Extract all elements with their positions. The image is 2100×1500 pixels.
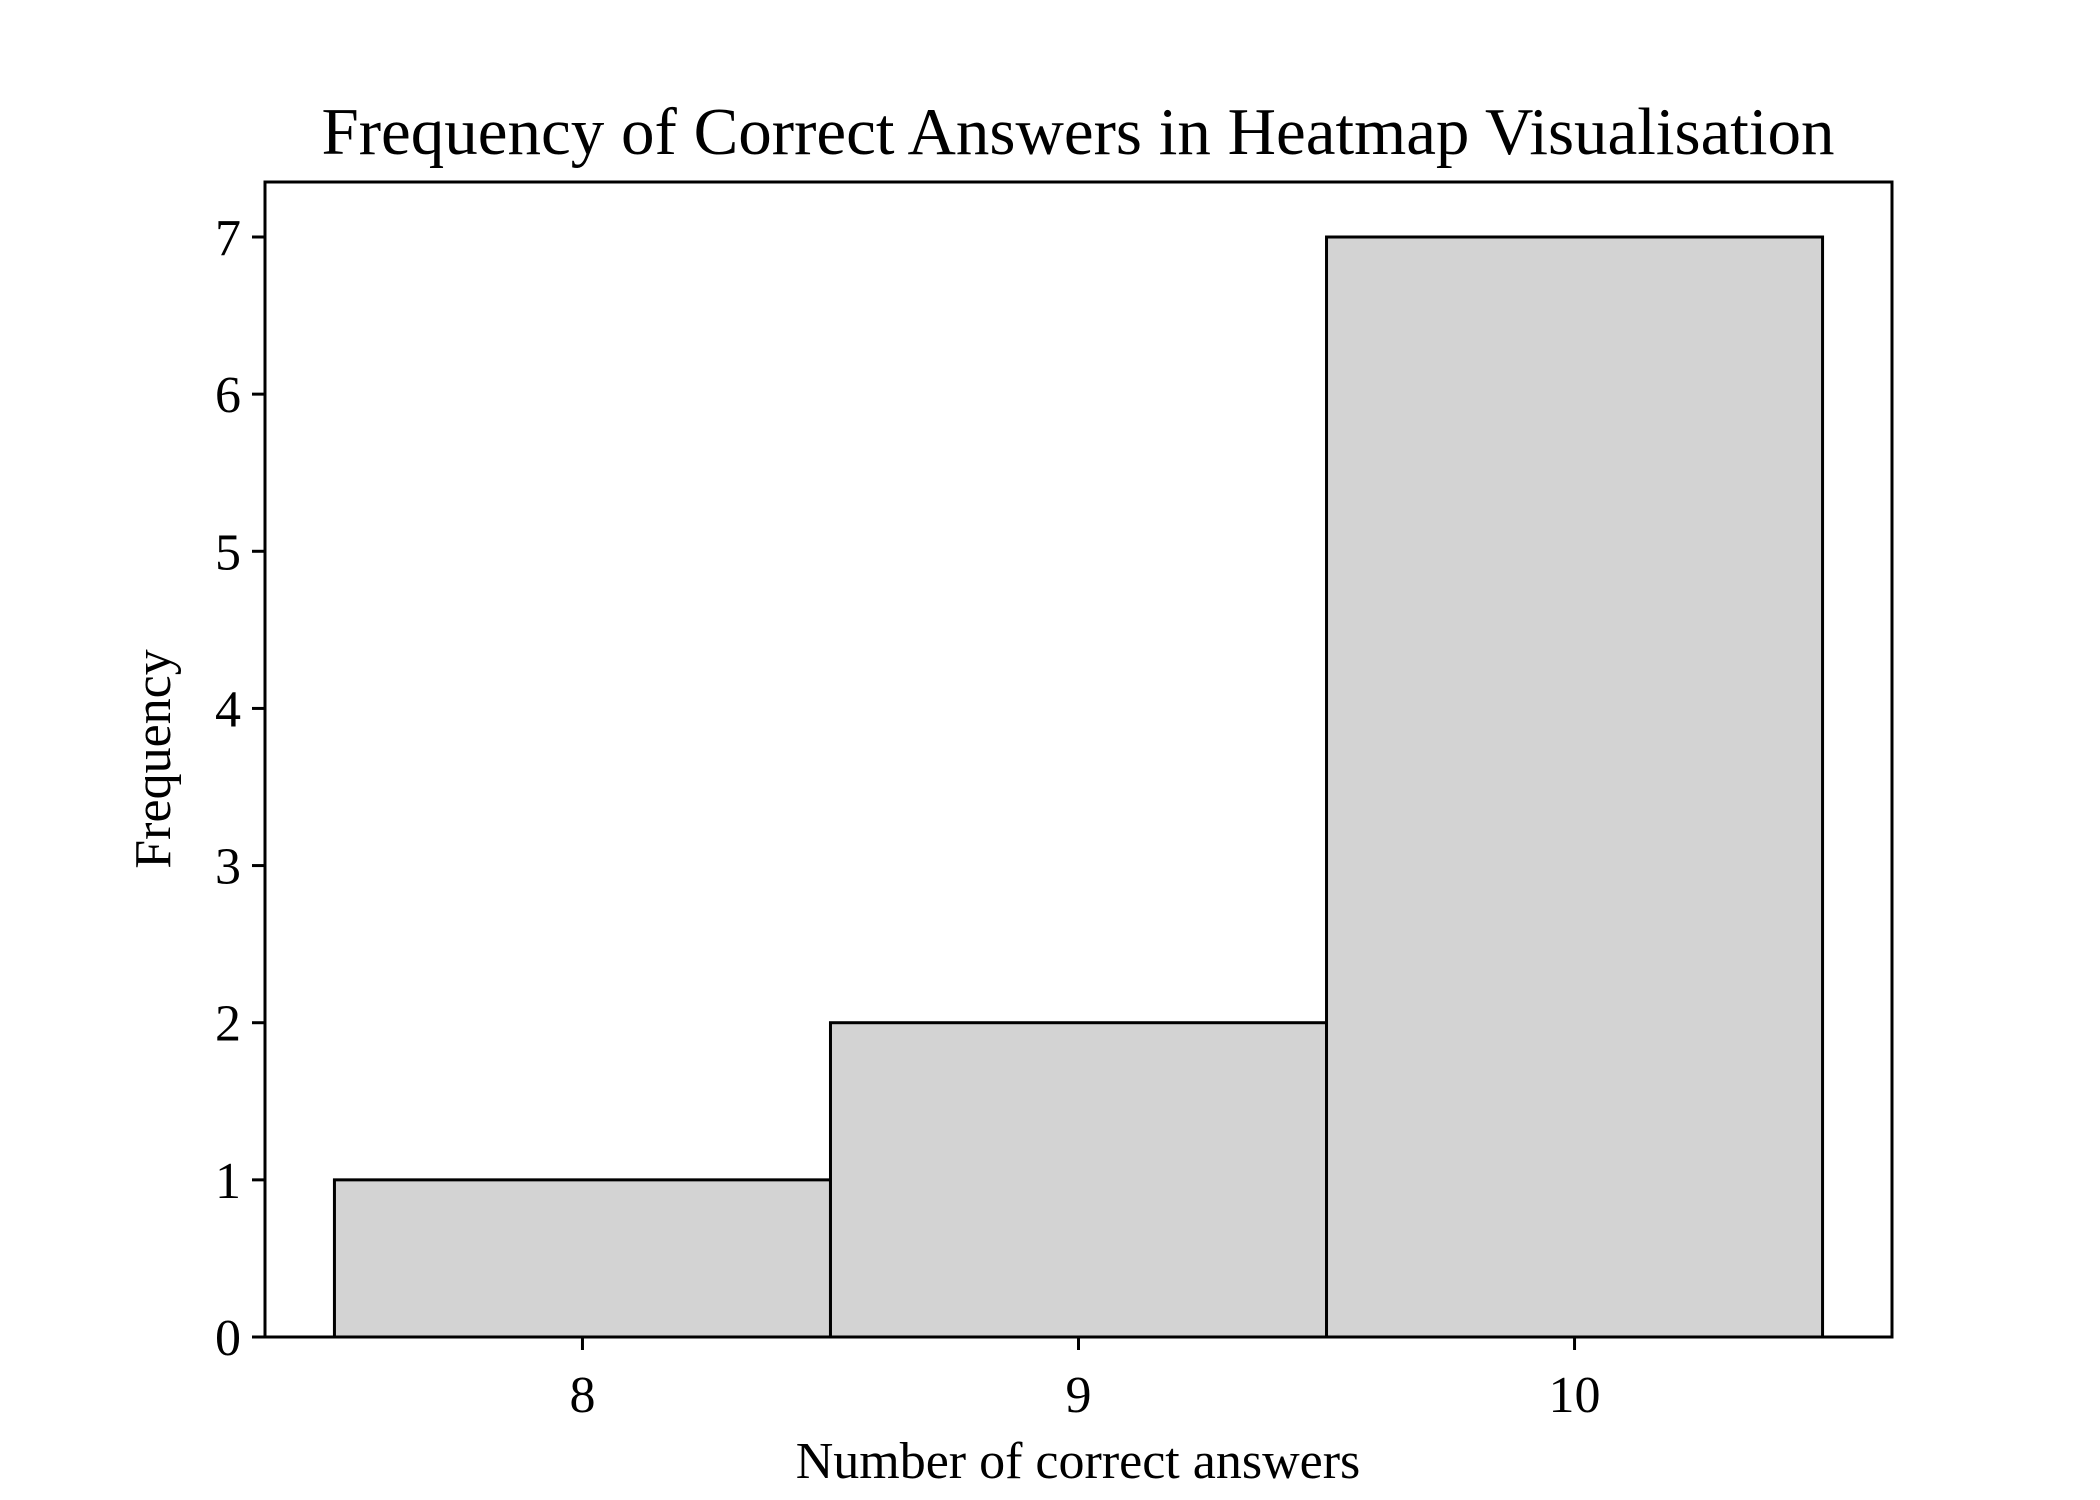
histogram-bar (828, 1021, 1329, 1339)
y-tick-label: 2 (215, 996, 241, 1053)
y-axis: 0 1 2 3 4 5 6 7 (215, 210, 265, 1367)
bars-layer (332, 235, 1825, 1339)
y-tick-label: 6 (215, 367, 241, 424)
chart-title: Frequency of Correct Answers in Heatmap … (321, 95, 1834, 169)
y-tick-label: 1 (215, 1153, 241, 1210)
x-axis: 8 9 10 (569, 1337, 1601, 1424)
x-tick-label: 8 (569, 1367, 595, 1424)
y-tick-label: 7 (215, 210, 241, 267)
plot-frame (263, 180, 1894, 1339)
y-axis-label: Frequency (125, 649, 182, 868)
x-tick-label: 10 (1549, 1367, 1601, 1424)
y-tick-label: 0 (215, 1310, 241, 1367)
histogram-bar (332, 1178, 832, 1339)
x-axis-label: Number of correct answers (796, 1433, 1361, 1490)
y-tick-label: 4 (215, 681, 241, 738)
x-tick-label: 9 (1066, 1367, 1092, 1424)
y-tick-label: 5 (215, 524, 241, 581)
y-tick-label: 3 (215, 839, 241, 896)
histogram-bar (1325, 235, 1825, 1339)
